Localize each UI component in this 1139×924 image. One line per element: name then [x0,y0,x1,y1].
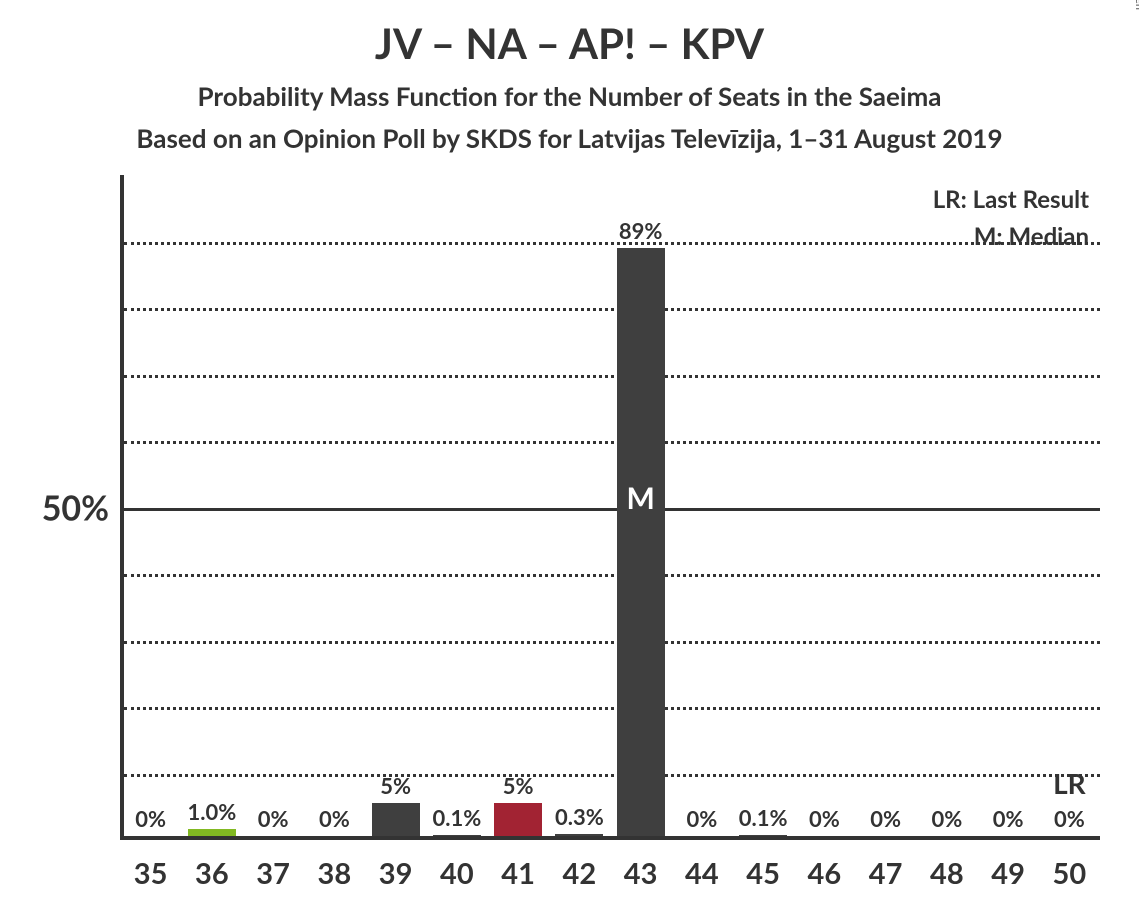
x-tick-45: 45 [746,856,780,891]
legend-m: M: Median [974,222,1089,251]
gridline [124,441,1100,444]
gridline [124,641,1100,644]
bar-label-42: 0.3% [555,803,604,830]
bar-label-40: 0.1% [432,804,481,831]
median-marker: M [626,480,654,516]
x-axis [120,836,1100,840]
gridline [124,242,1100,245]
bar-label-43: 89% [619,217,663,244]
chart-title: JV – NA – AP! – KPV [0,18,1139,68]
bar-label-49: 0% [993,805,1024,832]
bar-40 [433,835,481,836]
bar-label-37: 0% [258,805,289,832]
x-tick-35: 35 [134,856,168,891]
bar-label-36: 1.0% [187,798,236,825]
bar-label-46: 0% [809,805,840,832]
bar-label-48: 0% [931,805,962,832]
bar-45 [739,835,787,836]
plot-area: 0% 1.0% 0% 0% 5% 0.1% 5% 0.3% 89% M 0% 0.1% 0% 0% 0% 0%… [120,175,1100,840]
bar-label-45: 0.1% [739,804,788,831]
x-tick-43: 43 [624,856,658,891]
x-tick-42: 42 [563,856,597,891]
legend-lr: LR: Last Result [933,185,1089,214]
x-tick-48: 48 [930,856,964,891]
gridline [124,707,1100,710]
chart-container: JV – NA – AP! – KPV Probability Mass Fun… [0,0,1139,924]
x-tick-39: 39 [379,856,413,891]
bar-36 [188,829,236,836]
bar-label-41: 5% [503,772,534,799]
bar-42 [555,834,603,836]
bar-label-47: 0% [870,805,901,832]
chart-subtitle-2: Based on an Opinion Poll by SKDS for Lat… [0,122,1139,154]
bar-label-38: 0% [319,805,350,832]
x-tick-50: 50 [1053,856,1087,891]
x-tick-47: 47 [869,856,903,891]
gridline [124,508,1100,511]
x-tick-38: 38 [318,856,352,891]
x-tick-44: 44 [685,856,719,891]
copyright-text: © 2020 Filip van Laenen [1133,0,1139,10]
bar-label-44: 0% [686,805,717,832]
lr-marker: LR [1053,766,1086,800]
gridline [124,774,1100,777]
bar-label-50: 0% [1054,805,1085,832]
x-tick-46: 46 [808,856,842,891]
bar-43 [617,248,665,836]
bar-label-35: 0% [135,805,166,832]
bar-39 [372,803,420,836]
y-axis-label: 50% [42,487,109,528]
x-tick-36: 36 [195,856,229,891]
x-tick-40: 40 [440,856,474,891]
bar-41 [494,803,542,836]
x-tick-49: 49 [991,856,1025,891]
bar-label-39: 5% [380,772,411,799]
gridline [124,574,1100,577]
gridline [124,308,1100,311]
x-tick-41: 41 [501,856,535,891]
chart-subtitle-1: Probability Mass Function for the Number… [0,80,1139,112]
gridline [124,375,1100,378]
x-tick-37: 37 [256,856,290,891]
